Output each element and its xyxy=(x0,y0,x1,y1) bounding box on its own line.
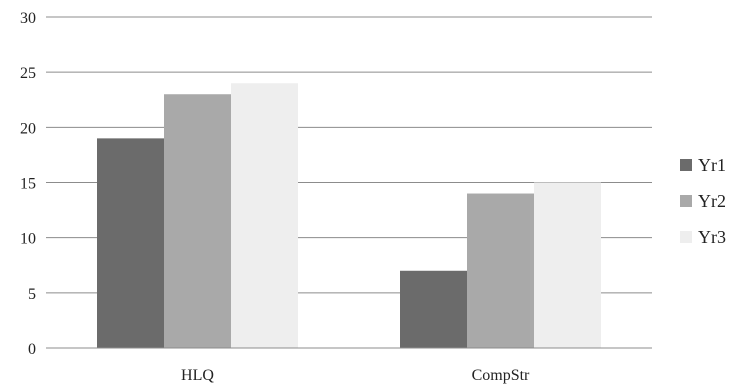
legend: Yr1 Yr2 Yr3 xyxy=(680,155,726,247)
y-axis-ticks: 0 5 10 15 20 25 30 xyxy=(20,10,36,358)
x-axis-labels: HLQ CompStr xyxy=(181,367,530,384)
bars xyxy=(97,83,601,348)
y-tick-label: 5 xyxy=(28,286,36,303)
bar-hlq-yr1 xyxy=(97,138,164,348)
legend-label-yr3: Yr3 xyxy=(698,227,726,247)
bar-compstr-yr3 xyxy=(534,182,601,348)
y-tick-label: 30 xyxy=(20,10,36,27)
y-tick-label: 15 xyxy=(20,176,36,193)
y-tick-label: 0 xyxy=(28,341,36,358)
y-tick-label: 25 xyxy=(20,65,36,82)
legend-swatch-yr2 xyxy=(680,195,692,207)
y-tick-label: 10 xyxy=(20,231,36,248)
y-tick-label: 20 xyxy=(20,120,36,137)
x-category-label: CompStr xyxy=(472,367,530,384)
legend-swatch-yr1 xyxy=(680,159,692,171)
legend-label-yr1: Yr1 xyxy=(698,155,726,175)
bar-compstr-yr2 xyxy=(467,193,534,348)
bar-hlq-yr3 xyxy=(231,83,298,348)
legend-label-yr2: Yr2 xyxy=(698,191,726,211)
x-category-label: HLQ xyxy=(181,367,214,384)
bar-compstr-yr1 xyxy=(400,270,467,348)
bar-hlq-yr2 xyxy=(164,94,231,348)
legend-swatch-yr3 xyxy=(680,231,692,243)
